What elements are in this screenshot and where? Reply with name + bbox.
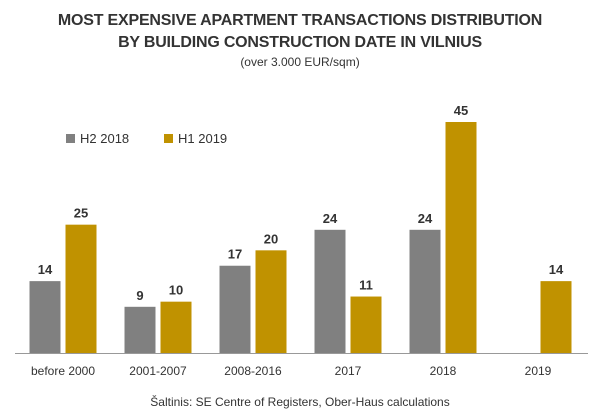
bar-h1-2019 [255,250,287,353]
data-label: 25 [74,206,88,221]
bar-h1-2019 [65,224,97,353]
x-tick-label: before 2000 [31,364,95,378]
bar-h2-2018 [314,229,346,353]
data-label: 17 [228,247,242,262]
data-label: 9 [136,288,143,303]
x-tick-label: 2019 [525,364,552,378]
bar-h2-2018 [219,265,251,353]
data-label: 14 [38,262,53,277]
legend-label: H2 2018 [80,131,129,146]
bar-h1-2019 [445,122,477,353]
chart-title-line-2: BY BUILDING CONSTRUCTION DATE IN VILNIUS [118,34,482,51]
x-tick-label: 2017 [335,364,362,378]
bar-h2-2018 [124,306,156,353]
chart-subtitle: (over 3.000 EUR/sqm) [240,55,360,69]
data-label: 14 [549,262,564,277]
data-label: 11 [359,278,373,293]
legend-label: H1 2019 [178,131,227,146]
chart-title-line-1: MOST EXPENSIVE APARTMENT TRANSACTIONS DI… [57,12,543,29]
x-tick-label: 2008-2016 [224,364,282,378]
legend-swatch [66,134,75,143]
source-note: Šaltinis: SE Centre of Registers, Ober-H… [150,395,450,409]
data-label: 24 [323,211,338,226]
bar-h2-2018 [409,229,441,353]
x-tick-label: 2018 [430,364,457,378]
data-label: 20 [264,231,278,246]
bar-h1-2019 [350,296,382,353]
bar-h1-2019 [160,301,192,353]
data-label: 45 [454,103,468,118]
bar-h2-2018 [29,281,61,353]
data-label: 24 [418,211,433,226]
bar-h1-2019 [540,281,572,353]
legend-swatch [164,134,173,143]
x-tick-label: 2001-2007 [129,364,187,378]
data-label: 10 [169,283,183,298]
